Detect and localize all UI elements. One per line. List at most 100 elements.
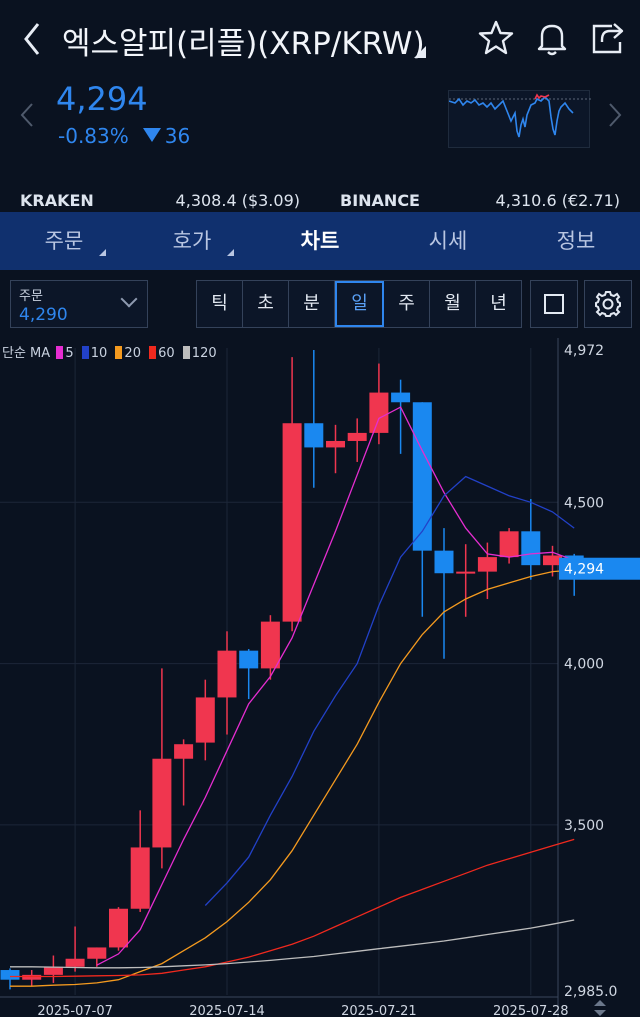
legend-ma60: 60 <box>147 346 175 361</box>
legend-swatch <box>182 346 190 359</box>
tab-info[interactable]: 정보 <box>512 212 640 270</box>
chart-background <box>0 338 640 1017</box>
period-month[interactable]: 월 <box>430 281 476 327</box>
candle-body <box>499 531 519 558</box>
candle-body <box>174 744 194 759</box>
candle-body <box>65 958 85 967</box>
candle-body <box>195 697 215 743</box>
tab-chart-label: 차트 <box>300 229 340 253</box>
legend-swatch <box>81 346 89 359</box>
top-app-bar: 엑스알피(리플)(XRP/KRW) <box>0 0 640 78</box>
order-value: 4,290 <box>19 305 68 325</box>
fullscreen-button[interactable] <box>530 280 578 328</box>
legend-ma10: 10 <box>80 346 108 361</box>
period-tick[interactable]: 틱 <box>197 281 243 327</box>
y-tick-label: 3,500 <box>564 818 604 834</box>
exchange-price-binance: 4,310.6 (€2.71) <box>495 191 620 210</box>
bell-icon[interactable] <box>532 18 572 58</box>
legend-ma5-label: 5 <box>65 346 74 361</box>
change-percent: -0.83% <box>58 124 129 148</box>
legend-swatch <box>56 346 64 359</box>
candle-body <box>239 650 259 669</box>
period-minute[interactable]: 분 <box>289 281 335 327</box>
last-price-label: 4,294 <box>564 562 604 578</box>
x-tick-label: 2025-07-21 <box>341 1004 417 1017</box>
legend-swatch <box>115 346 123 359</box>
period-week[interactable]: 주 <box>384 281 430 327</box>
legend-ma5: 5 <box>54 346 74 361</box>
y-tick-label: 4,500 <box>564 495 604 511</box>
square-icon <box>544 294 564 314</box>
period-second[interactable]: 초 <box>243 281 289 327</box>
x-tick-label: 2025-07-07 <box>37 1004 113 1017</box>
order-label: 주문 <box>19 289 43 304</box>
order-price-select[interactable]: 주문 4,290 <box>10 280 148 328</box>
candle-body <box>260 621 280 669</box>
tab-orderbook[interactable]: 호가 <box>128 212 256 270</box>
tab-market-label: 시세 <box>428 229 468 253</box>
period-selector: 틱 초 분 일 주 월 년 <box>196 280 522 328</box>
scroll-down-icon <box>594 1010 606 1016</box>
tab-menu-corner-icon <box>99 249 106 256</box>
legend-prefix: 단순 MA <box>2 346 51 361</box>
scroll-up-icon <box>594 1000 606 1006</box>
tab-info-label: 정보 <box>556 229 596 253</box>
page-title[interactable]: 엑스알피(리플)(XRP/KRW) <box>62 26 425 62</box>
tab-menu-corner-icon <box>227 249 234 256</box>
price-change: -0.83% 36 <box>58 124 190 148</box>
candle-body <box>369 392 389 433</box>
ma-legend: 단순 MA 5 10 20 60 120 <box>2 342 219 361</box>
legend-ma20: 20 <box>113 346 141 361</box>
legend-swatch <box>149 346 157 359</box>
y-tick-label: 4,000 <box>564 657 604 673</box>
exchange-name-kraken: KRAKEN <box>20 191 94 210</box>
ma-line-10 <box>204 475 575 906</box>
exchange-price-kraken: 4,308.4 ($3.09) <box>175 191 300 210</box>
chevron-down-icon <box>120 290 138 308</box>
candle-body <box>304 423 324 448</box>
last-price-tag <box>559 557 640 580</box>
legend-ma20-label: 20 <box>124 346 141 361</box>
candle-body <box>109 908 128 948</box>
tab-market[interactable]: 시세 <box>384 212 512 270</box>
ma-line-20 <box>10 569 575 987</box>
y-tick-label: 4,972 <box>564 343 604 359</box>
main-tabs: 주문 호가 차트 시세 정보 <box>0 212 640 270</box>
x-tick-label: 2025-07-14 <box>189 1004 265 1017</box>
candle-body <box>43 966 63 975</box>
change-amount: 36 <box>164 124 191 148</box>
current-price: 4,294 <box>56 80 148 118</box>
ma-line-60 <box>10 838 575 978</box>
mini-intraday-chart[interactable] <box>448 90 591 148</box>
tab-orderbook-label: 호가 <box>172 229 212 253</box>
star-icon[interactable] <box>476 18 516 58</box>
candle-body <box>434 550 454 574</box>
candle-body <box>412 402 432 551</box>
candle-body <box>217 650 237 698</box>
candle-body <box>456 571 476 574</box>
y-tick-label: 2,985.0 <box>564 984 617 1000</box>
legend-ma120-label: 120 <box>191 346 217 361</box>
down-triangle-icon <box>142 128 161 142</box>
chart-settings-button[interactable] <box>584 280 632 328</box>
period-day[interactable]: 일 <box>335 281 384 327</box>
candle-body <box>391 392 411 403</box>
candle-body <box>130 847 150 909</box>
share-icon[interactable] <box>588 18 628 58</box>
tab-order[interactable]: 주문 <box>0 212 128 270</box>
candle-body <box>477 557 497 572</box>
candle-body <box>521 531 541 566</box>
legend-ma10-label: 10 <box>90 346 108 361</box>
exchange-name-binance: BINANCE <box>340 191 420 210</box>
period-year[interactable]: 년 <box>490 293 507 314</box>
candle-body <box>0 970 20 980</box>
candle-body <box>87 947 107 959</box>
legend-ma120: 120 <box>181 346 217 361</box>
back-chevron-icon[interactable] <box>18 14 48 64</box>
tab-chart[interactable]: 차트 <box>256 212 384 270</box>
title-dropdown-caret-icon[interactable] <box>414 46 426 58</box>
candle-body <box>22 974 42 980</box>
candle-body <box>347 432 367 441</box>
